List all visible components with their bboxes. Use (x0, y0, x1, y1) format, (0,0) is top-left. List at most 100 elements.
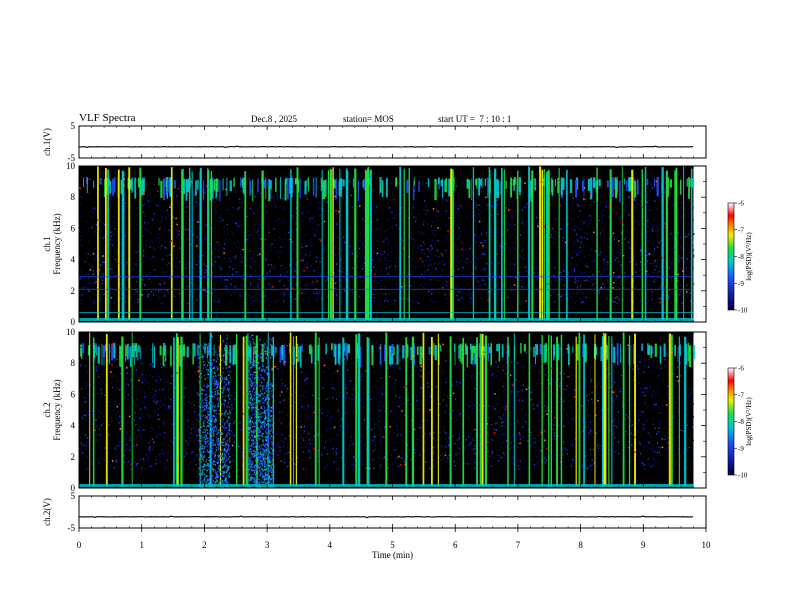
noise-speck (125, 300, 127, 303)
noise-speck (268, 283, 270, 285)
noise-speck (362, 242, 364, 244)
noise-speck (571, 444, 574, 446)
noise-speck (458, 298, 460, 301)
noise-speck (115, 461, 117, 463)
noise-speck (483, 300, 485, 303)
noise-speck (688, 216, 690, 218)
noise-speck (94, 230, 96, 233)
noise-speck (113, 302, 115, 304)
noise-speck (283, 246, 285, 249)
noise-speck (470, 463, 472, 465)
noise-speck (497, 366, 499, 368)
noise-speck (571, 462, 574, 464)
noise-speck (583, 279, 585, 282)
noise-speck (474, 256, 476, 258)
noise-speck (691, 272, 694, 275)
noise-speck (509, 415, 511, 417)
noise-speck (435, 209, 437, 212)
noise-speck (160, 434, 162, 436)
noise-speck (332, 387, 334, 390)
sferic-line (644, 167, 647, 320)
band-streak (448, 178, 451, 197)
noise-speck (500, 298, 502, 301)
noise-speck (360, 406, 362, 408)
band-streak (396, 177, 398, 185)
noise-speck (472, 437, 474, 439)
band-streak (265, 177, 267, 199)
noise-speck (342, 271, 344, 274)
noise-speck (433, 432, 435, 434)
noise-speck (351, 249, 353, 251)
noise-speck (432, 195, 434, 197)
noise-speck (115, 413, 117, 416)
noise-speck (669, 267, 671, 270)
noise-speck (660, 240, 662, 242)
noise-speck (512, 406, 514, 409)
noise-speck (595, 250, 597, 253)
intense-speck (622, 255, 625, 257)
noise-speck (81, 294, 83, 296)
noise-speck (316, 293, 318, 295)
noise-speck (134, 438, 136, 440)
noise-speck (95, 255, 98, 257)
noise-speck (527, 221, 529, 223)
noise-speck (620, 374, 623, 377)
noise-speck (243, 264, 245, 267)
noise-speck (514, 248, 516, 250)
noise-speck (473, 240, 475, 243)
noise-speck (515, 241, 517, 244)
noise-speck (348, 285, 350, 288)
noise-speck (321, 239, 323, 242)
noise-speck (537, 223, 540, 225)
noise-speck (310, 251, 312, 254)
noise-speck (521, 285, 523, 288)
noise-speck (579, 220, 581, 222)
noise-speck (488, 405, 490, 408)
noise-speck (526, 415, 528, 417)
noise-speck (197, 355, 199, 357)
noise-speck (420, 244, 422, 247)
noise-speck (573, 445, 575, 448)
noise-speck (212, 451, 215, 453)
noise-speck (534, 437, 536, 440)
noise-speck (183, 218, 185, 221)
noise-speck (303, 432, 305, 434)
intense-speck (593, 231, 595, 234)
noise-speck (502, 406, 504, 408)
noise-speck (475, 378, 477, 380)
noise-speck (631, 349, 633, 352)
noise-speck (657, 228, 659, 231)
intense-speck (272, 286, 274, 288)
noise-speck (677, 240, 679, 242)
noise-speck (160, 443, 162, 445)
noise-speck (364, 392, 366, 394)
noise-speck (457, 261, 459, 264)
noise-speck (328, 368, 330, 370)
noise-speck (510, 411, 512, 414)
noise-speck (158, 226, 160, 228)
noise-speck (650, 434, 652, 436)
noise-speck (308, 297, 310, 300)
noise-speck (252, 296, 254, 298)
noise-speck (336, 303, 338, 305)
noise-speck (444, 293, 446, 296)
noise-speck (510, 390, 512, 392)
noise-speck (260, 192, 262, 194)
noise-speck (555, 195, 557, 197)
noise-speck (434, 262, 436, 265)
noise-speck (198, 343, 200, 345)
noise-speck (277, 445, 279, 448)
noise-speck (87, 253, 89, 255)
intense-speck (547, 283, 549, 285)
band-streak (295, 178, 298, 185)
noise-speck (318, 293, 320, 295)
noise-speck (588, 216, 590, 219)
noise-speck (230, 261, 232, 263)
noise-speck (349, 464, 351, 466)
noise-speck (691, 401, 694, 404)
noise-speck (660, 249, 662, 252)
noise-speck (246, 215, 248, 218)
noise-speck (245, 258, 247, 260)
intense-speck (89, 269, 92, 271)
noise-speck (621, 238, 623, 240)
